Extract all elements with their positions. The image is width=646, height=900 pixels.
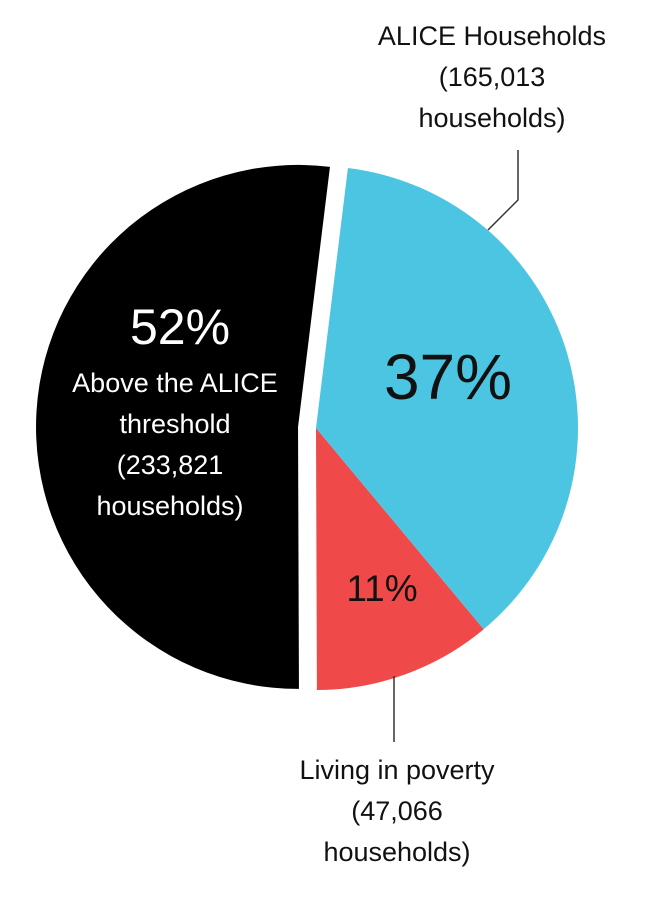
category-label: Living in poverty: [299, 755, 495, 785]
value-label: 37%: [383, 341, 513, 413]
value-label: 52%: [129, 299, 231, 355]
category-note: (233,821 households): [96, 450, 244, 521]
category-label: Above the ALICE threshold: [72, 368, 278, 439]
pie-slice: [36, 164, 330, 689]
category-label: ALICE Households: [377, 21, 607, 51]
value-label: 11%: [346, 568, 418, 609]
pie-slice: [316, 167, 579, 630]
pie-slice: [316, 428, 484, 690]
category-note: (47,066 households): [323, 796, 471, 867]
leader-line: [487, 150, 519, 231]
category-note: (165,013 households): [418, 62, 566, 133]
